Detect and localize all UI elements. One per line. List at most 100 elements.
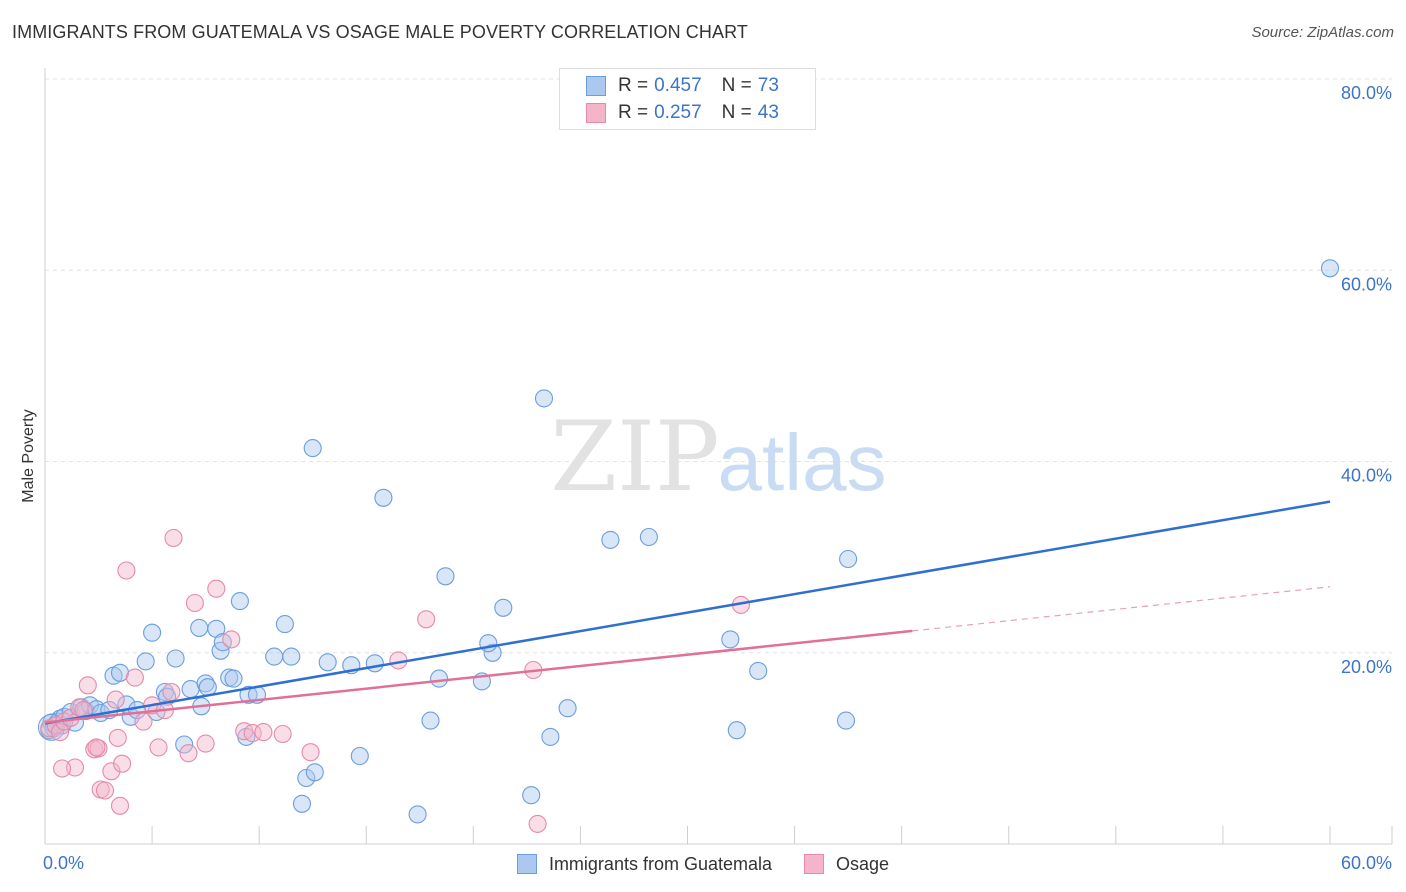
- correlation-legend: R = 0.457 N = 73 R = 0.257 N = 43: [559, 68, 816, 130]
- data-point: [95, 781, 115, 800]
- data-point: [175, 735, 194, 754]
- legend-r-value: 0.257: [654, 102, 702, 123]
- data-point: [1320, 259, 1340, 278]
- data-point: [102, 762, 121, 781]
- legend-item-osage[interactable]: Osage: [804, 854, 889, 875]
- data-point: [164, 528, 183, 548]
- y-tick-label: 60.0%: [1341, 274, 1392, 294]
- legend-label: Osage: [836, 853, 890, 874]
- data-point: [282, 647, 301, 666]
- data-point: [265, 647, 284, 666]
- series-osage-points: [40, 528, 751, 833]
- gridlines: [45, 78, 1392, 654]
- data-point: [408, 805, 427, 824]
- data-point: [224, 669, 243, 688]
- legend-swatch-blue: [516, 854, 537, 874]
- data-point: [117, 561, 136, 580]
- data-point: [305, 763, 324, 782]
- data-point: [273, 724, 292, 744]
- trend-line-osage: [44, 629, 913, 724]
- data-point: [639, 527, 658, 547]
- axes: [44, 68, 1393, 845]
- data-point: [303, 439, 322, 458]
- data-point: [836, 711, 856, 730]
- trend-line-guatemala: [44, 500, 1331, 725]
- legend-n-label: N =: [721, 75, 752, 96]
- data-point: [149, 738, 168, 757]
- data-point: [436, 567, 455, 586]
- data-point: [292, 794, 312, 813]
- data-point: [528, 814, 547, 833]
- legend-r-value: 0.457: [654, 75, 702, 96]
- data-point: [301, 743, 320, 762]
- data-point: [110, 796, 130, 815]
- y-tick-label: 80.0%: [1341, 83, 1392, 103]
- series-guatemala-points: [37, 259, 1340, 824]
- trend-lines: [44, 500, 1331, 725]
- data-point: [196, 734, 215, 753]
- data-point: [113, 754, 132, 773]
- data-point: [417, 610, 436, 629]
- data-point: [125, 668, 144, 687]
- data-point: [522, 786, 541, 805]
- data-point: [155, 682, 174, 702]
- data-point: [541, 727, 560, 746]
- data-point: [230, 592, 249, 611]
- legend-r-label: R =: [618, 75, 649, 96]
- data-point: [365, 654, 384, 673]
- data-point: [136, 652, 155, 671]
- y-tick-label: 40.0%: [1341, 466, 1392, 486]
- data-point: [749, 661, 768, 680]
- data-point: [53, 759, 72, 778]
- data-point: [721, 630, 740, 649]
- legend-item-guatemala[interactable]: Immigrants from Guatemala: [516, 853, 773, 875]
- data-point: [430, 669, 449, 688]
- data-point: [534, 389, 554, 408]
- data-point: [166, 649, 185, 668]
- data-point: [108, 728, 127, 747]
- watermark-atlas: atlas: [718, 418, 887, 507]
- data-point: [179, 744, 198, 763]
- x-tick-label: 0.0%: [43, 853, 84, 873]
- data-point: [181, 680, 200, 699]
- data-point: [494, 598, 513, 617]
- legend-swatch-pink: [804, 854, 825, 874]
- chart-title: IMMIGRANTS FROM GUATEMALA VS OSAGE MALE …: [12, 22, 748, 42]
- y-tick-label: 20.0%: [1341, 657, 1392, 677]
- legend-swatch-blue: [586, 76, 606, 96]
- data-point: [185, 593, 204, 613]
- legend-swatch-pink: [586, 103, 606, 123]
- data-point: [87, 738, 106, 757]
- legend-row-guatemala: R = 0.457 N = 73: [586, 73, 799, 99]
- legend-label: Immigrants from Guatemala: [548, 853, 773, 874]
- series-legend: Immigrants from Guatemala Osage: [0, 851, 1406, 877]
- source-label: Source: ZipAtlas.com: [1251, 24, 1394, 41]
- data-point: [374, 488, 393, 507]
- data-point: [134, 712, 153, 731]
- data-point: [839, 549, 858, 569]
- data-point: [143, 623, 162, 642]
- data-point: [162, 682, 181, 702]
- legend-r-label: R =: [618, 102, 649, 123]
- data-point: [254, 723, 273, 742]
- legend-n-value: 73: [757, 75, 779, 96]
- data-point: [106, 690, 125, 709]
- data-point: [558, 699, 577, 718]
- data-point: [50, 723, 70, 742]
- watermark: ZIP atlas: [550, 401, 886, 513]
- trend-line-osage-extension: [912, 586, 1331, 632]
- data-point: [207, 579, 226, 598]
- data-point: [601, 530, 620, 549]
- data-point: [275, 615, 294, 634]
- data-point: [318, 653, 337, 672]
- x-tick-label: 60.0%: [1341, 853, 1392, 873]
- data-point: [78, 676, 97, 695]
- data-point: [190, 618, 209, 637]
- data-point: [421, 711, 440, 730]
- legend-n-label: N =: [721, 102, 752, 123]
- legend-n-value: 43: [757, 102, 779, 123]
- legend-row-osage: R = 0.257 N = 43: [586, 100, 799, 126]
- data-point: [350, 746, 369, 766]
- watermark-zip: ZIP: [550, 401, 719, 513]
